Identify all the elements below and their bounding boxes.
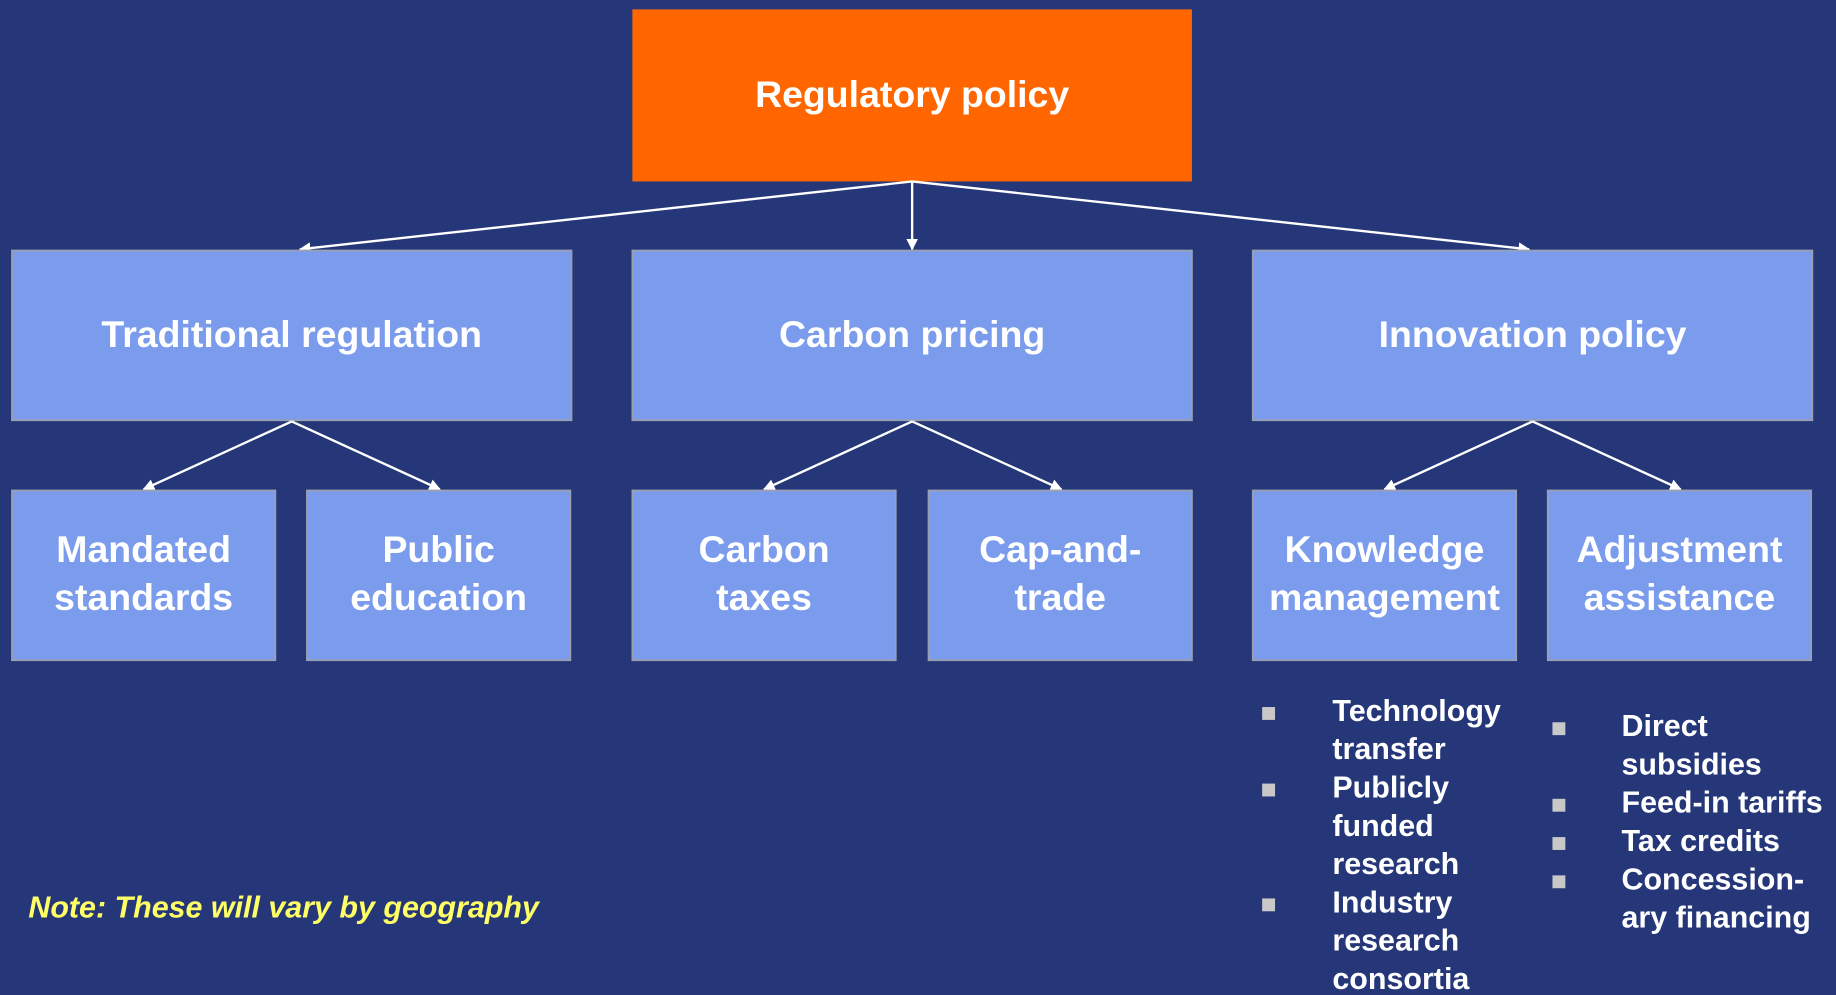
bullet-text: transfer [1332,732,1445,766]
arrow [1532,420,1682,491]
bullet-text: funded [1332,809,1433,843]
branch-box [631,249,1193,422]
child-label: education [350,576,527,618]
child-label: Adjustment [1577,528,1783,570]
bullet-text: research [1332,924,1459,958]
bullet-text: Tax credits [1622,824,1780,858]
bullet [1262,707,1276,720]
arrow [298,180,913,254]
child-box [1251,489,1518,662]
branch-label: Traditional regulation [101,313,482,355]
bullet-text: Publicly [1332,770,1449,804]
child-label: Public [382,528,494,570]
bullet-text: ary financing [1622,901,1811,935]
bullet [1552,837,1566,850]
root-box [632,9,1192,182]
arrow [763,420,913,491]
child-box [306,489,572,662]
branch-label: Innovation policy [1379,313,1687,355]
bullet [1552,798,1566,812]
note: Note: These will vary by geography [28,891,541,925]
child-box [11,489,277,662]
child-box [1546,489,1813,662]
branch-box [11,249,573,422]
branch-box [1251,249,1814,422]
child-label: assistance [1584,576,1775,618]
child-label: Knowledge [1285,528,1485,570]
bullet-text: research [1332,847,1459,881]
root-label: Regulatory policy [755,73,1069,115]
child-box [631,489,897,662]
child-label: standards [54,576,233,618]
child-label: management [1269,576,1500,618]
bullet-text: Feed-in tariffs [1622,786,1823,820]
bullet-text: consortia [1332,962,1470,995]
bullet [1262,783,1276,797]
arrow [291,420,441,491]
arrow [912,180,1531,255]
child-box [927,489,1193,662]
arrow [911,420,1063,491]
bullet [1552,722,1566,736]
bullet-text: Direct [1622,709,1708,743]
child-label: Carbon [699,528,830,570]
bullet-text: Technology [1332,694,1501,728]
branch-label: Carbon pricing [779,313,1045,355]
bullet-text: subsidies [1622,747,1762,781]
child-label: Mandated [56,528,231,570]
arrow [142,420,293,491]
bullet [1552,875,1566,889]
arrow [1383,420,1534,491]
child-label: trade [1014,576,1106,618]
bullet-text: Industry [1332,885,1452,919]
child-label: Cap-and- [979,528,1141,570]
bullet [1262,898,1276,912]
bullet-text: Concession- [1622,862,1805,896]
child-label: taxes [716,576,812,618]
